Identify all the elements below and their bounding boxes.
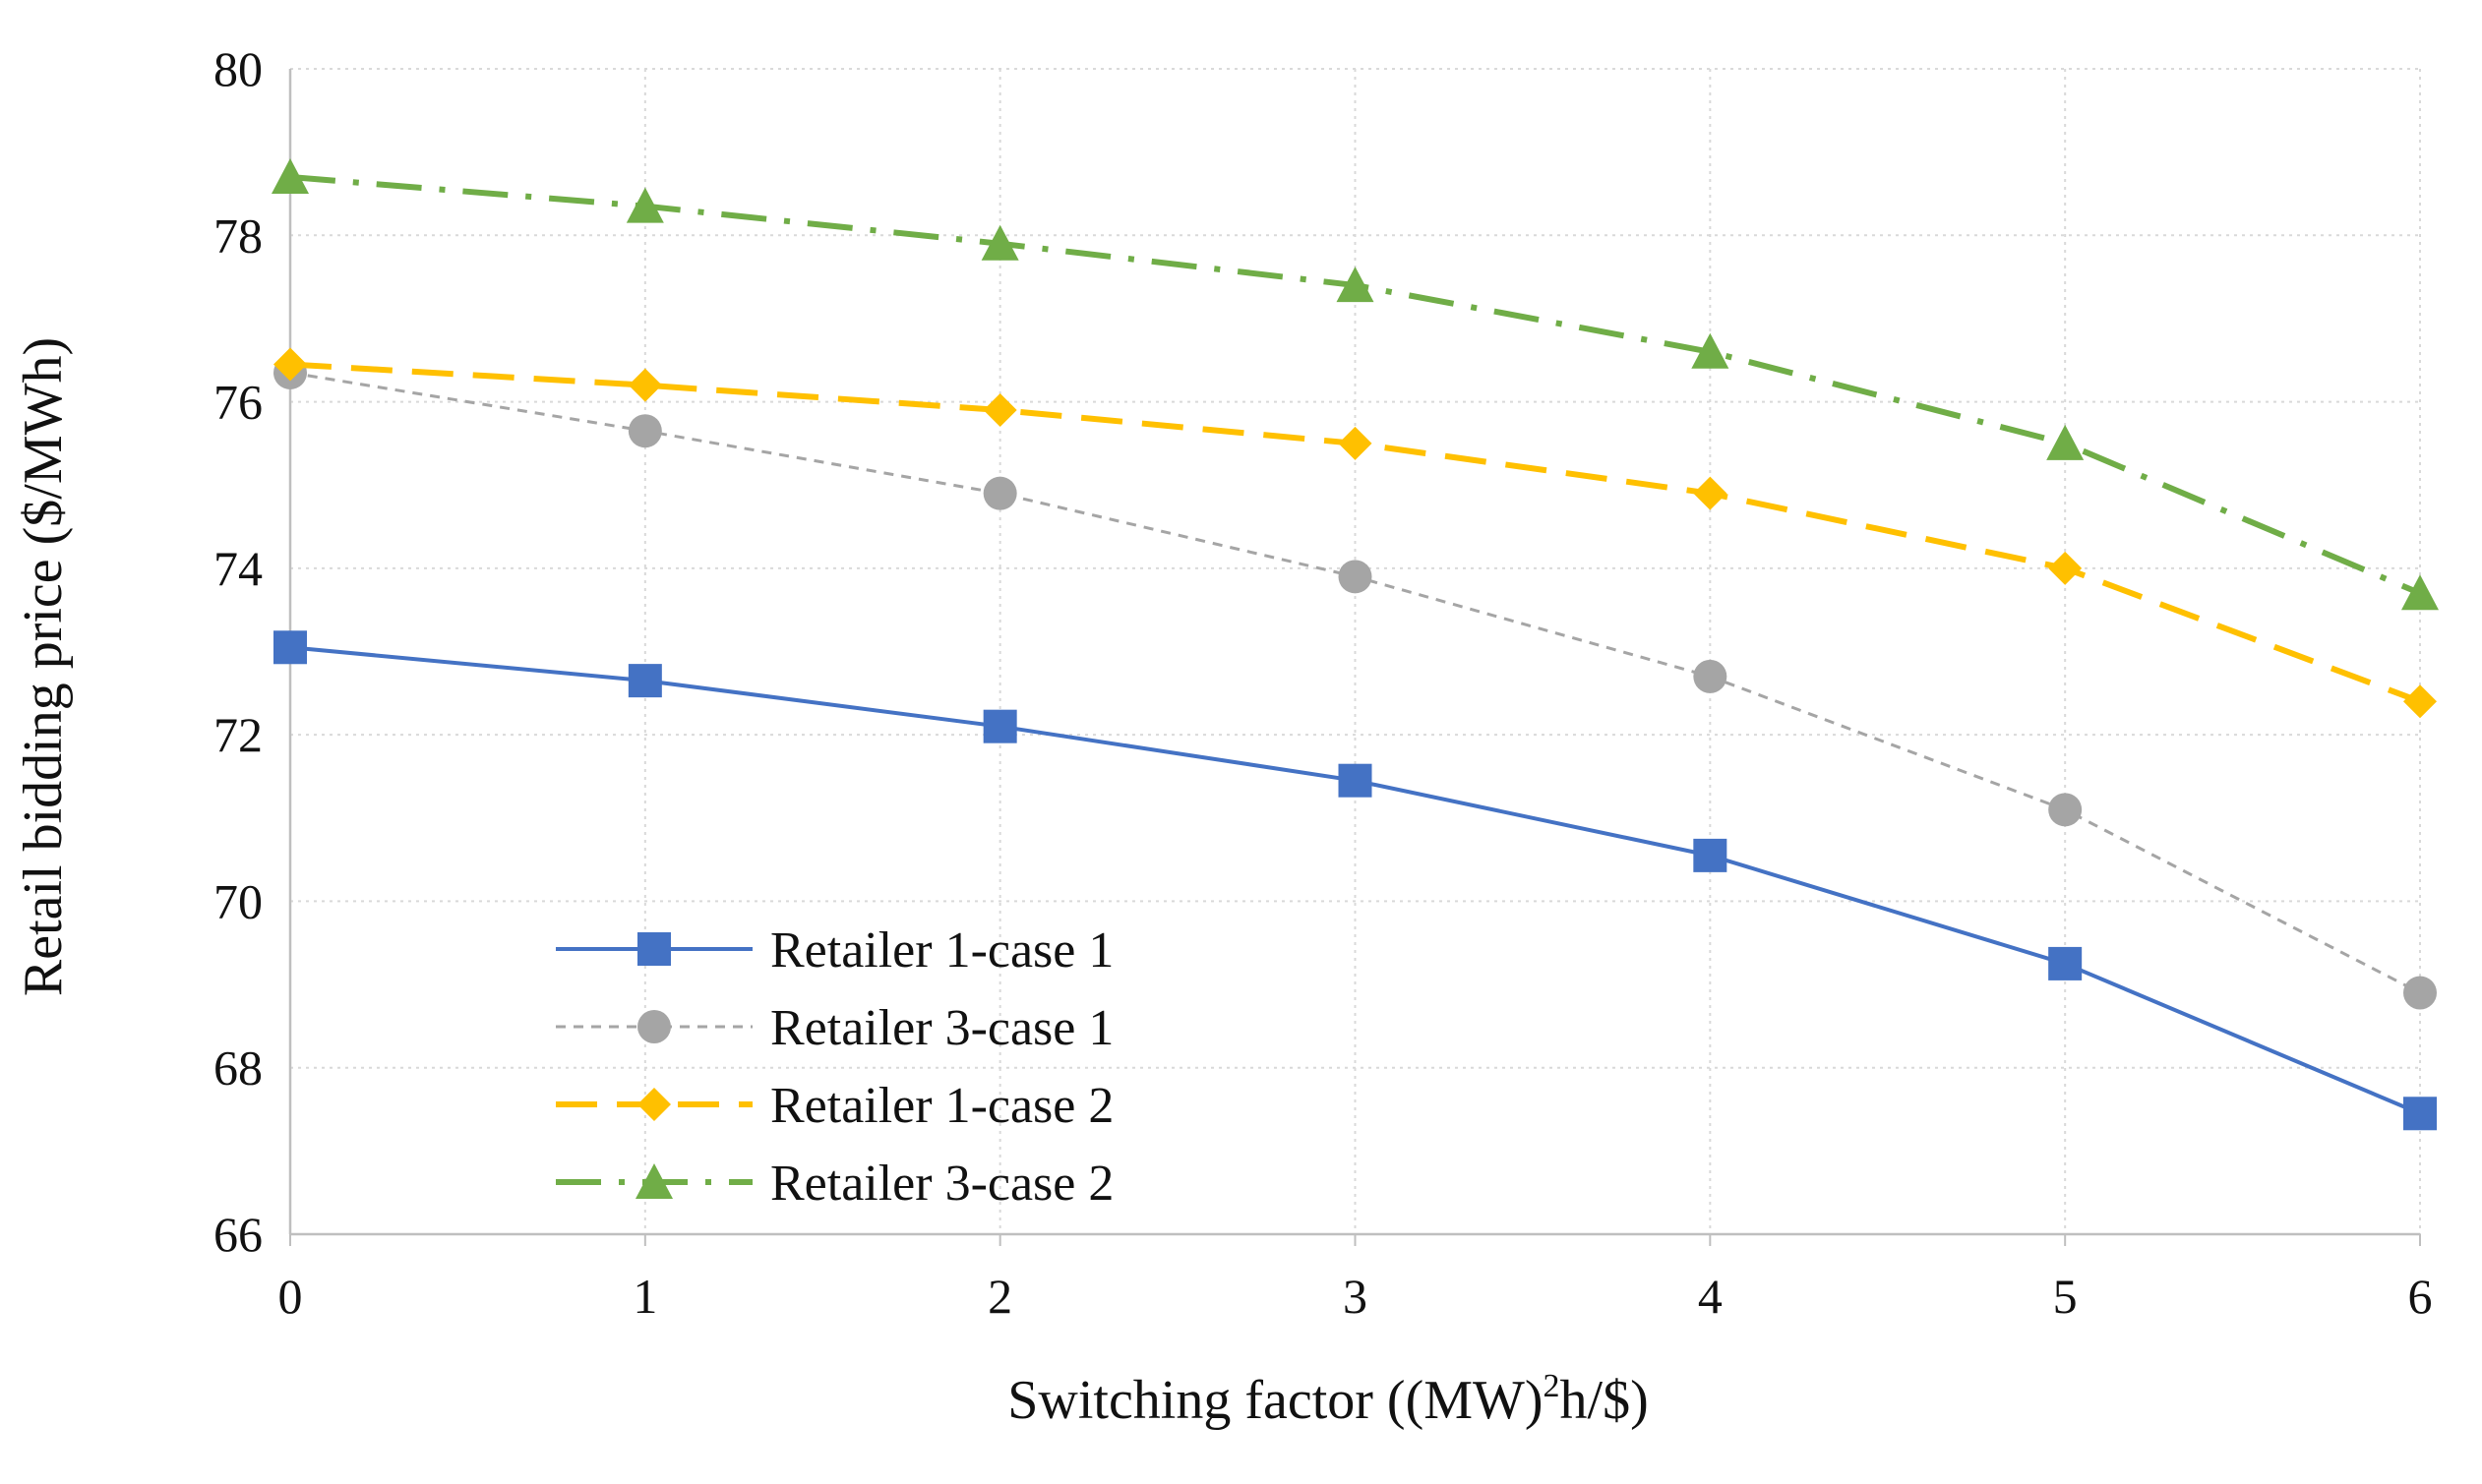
y-tick-label: 78 [213, 208, 263, 263]
data-point-retailer-3-case-1 [2403, 976, 2437, 1010]
y-tick-label: 72 [213, 707, 263, 762]
data-point-retailer-1-case-2 [273, 347, 307, 382]
data-point-retailer-1-case-2 [983, 393, 1017, 428]
data-point-retailer-1-case-2 [2403, 684, 2437, 719]
series-retailer-1-case-1 [273, 630, 2437, 1131]
legend-label: Retailer 3-case 1 [770, 1000, 1114, 1056]
data-point-retailer-1-case-1 [1338, 763, 1372, 798]
data-point-retailer-3-case-2 [626, 187, 664, 223]
legend-item-retailer-1-case-1: Retailer 1-case 1 [556, 922, 1114, 979]
data-point-retailer-1-case-2 [628, 368, 662, 402]
x-tick-label: 5 [2053, 1269, 2078, 1324]
y-axis-title: Retail bidding price ($/MWh) [13, 337, 74, 996]
y-tick-label: 76 [213, 375, 263, 430]
gridlines [289, 68, 2421, 1234]
data-point-retailer-3-case-1 [628, 414, 662, 448]
y-tick-label: 70 [213, 873, 263, 928]
x-axis-title-suffix: h/$) [1560, 1370, 1649, 1431]
x-tick-label: 3 [1343, 1269, 1367, 1324]
y-tick-label: 74 [213, 541, 263, 596]
legend-marker [636, 1163, 673, 1199]
data-point-retailer-3-case-2 [981, 224, 1019, 261]
x-tick-label: 2 [988, 1269, 1012, 1324]
y-tick-label: 68 [213, 1040, 263, 1096]
data-point-retailer-1-case-1 [2048, 946, 2083, 980]
legend-label: Retailer 3-case 2 [770, 1156, 1114, 1212]
data-point-retailer-1-case-1 [273, 630, 307, 665]
legend-marker [637, 932, 671, 966]
series-lines [272, 158, 2439, 1131]
data-point-retailer-3-case-1 [2048, 793, 2083, 827]
data-point-retailer-3-case-2 [1691, 332, 1729, 369]
data-point-retailer-1-case-1 [983, 709, 1017, 743]
data-point-retailer-1-case-1 [2403, 1097, 2437, 1131]
data-point-retailer-1-case-2 [1693, 476, 1727, 510]
data-point-retailer-1-case-1 [628, 664, 662, 698]
y-tick-label: 66 [213, 1207, 263, 1262]
legend-label: Retailer 1-case 2 [770, 1078, 1114, 1134]
y-tick-label: 80 [213, 41, 263, 96]
data-point-retailer-1-case-2 [2048, 551, 2083, 585]
x-tick-label: 1 [633, 1269, 657, 1324]
data-point-retailer-3-case-2 [2401, 574, 2439, 611]
legend-marker [637, 1088, 671, 1121]
data-point-retailer-3-case-1 [983, 476, 1017, 510]
data-point-retailer-3-case-2 [1336, 267, 1374, 303]
data-point-retailer-3-case-1 [1338, 560, 1372, 594]
data-point-retailer-3-case-2 [272, 158, 309, 195]
data-point-retailer-3-case-1 [1693, 659, 1727, 693]
legend: Retailer 1-case 1 Retailer 3-case 1 Retail… [556, 922, 1114, 1212]
x-tick-label: 4 [1698, 1269, 1723, 1324]
x-axis-title: Switching factor ((MW)2h/$) [1007, 1368, 1649, 1431]
x-tick-label: 6 [2408, 1269, 2433, 1324]
x-axis-title-prefix: Switching factor ((MW) [1007, 1370, 1543, 1431]
series-retailer-3-case-2 [272, 158, 2439, 611]
data-point-retailer-1-case-1 [1693, 838, 1727, 872]
legend-marker [637, 1010, 671, 1043]
axes: 66 68 70 72 74 76 78 80 0 1 2 3 4 5 6 [213, 41, 2433, 1324]
legend-item-retailer-1-case-2: Retailer 1-case 2 [556, 1078, 1114, 1134]
x-axis-title-superscript: 2 [1544, 1368, 1560, 1404]
legend-item-retailer-3-case-2: Retailer 3-case 2 [556, 1156, 1114, 1212]
x-tick-label: 0 [278, 1269, 303, 1324]
data-point-retailer-3-case-2 [2046, 424, 2085, 460]
legend-label: Retailer 1-case 1 [770, 922, 1114, 979]
series-retailer-1-case-2 [273, 347, 2437, 719]
legend-item-retailer-3-case-1: Retailer 3-case 1 [556, 1000, 1114, 1056]
data-point-retailer-1-case-2 [1338, 426, 1372, 460]
